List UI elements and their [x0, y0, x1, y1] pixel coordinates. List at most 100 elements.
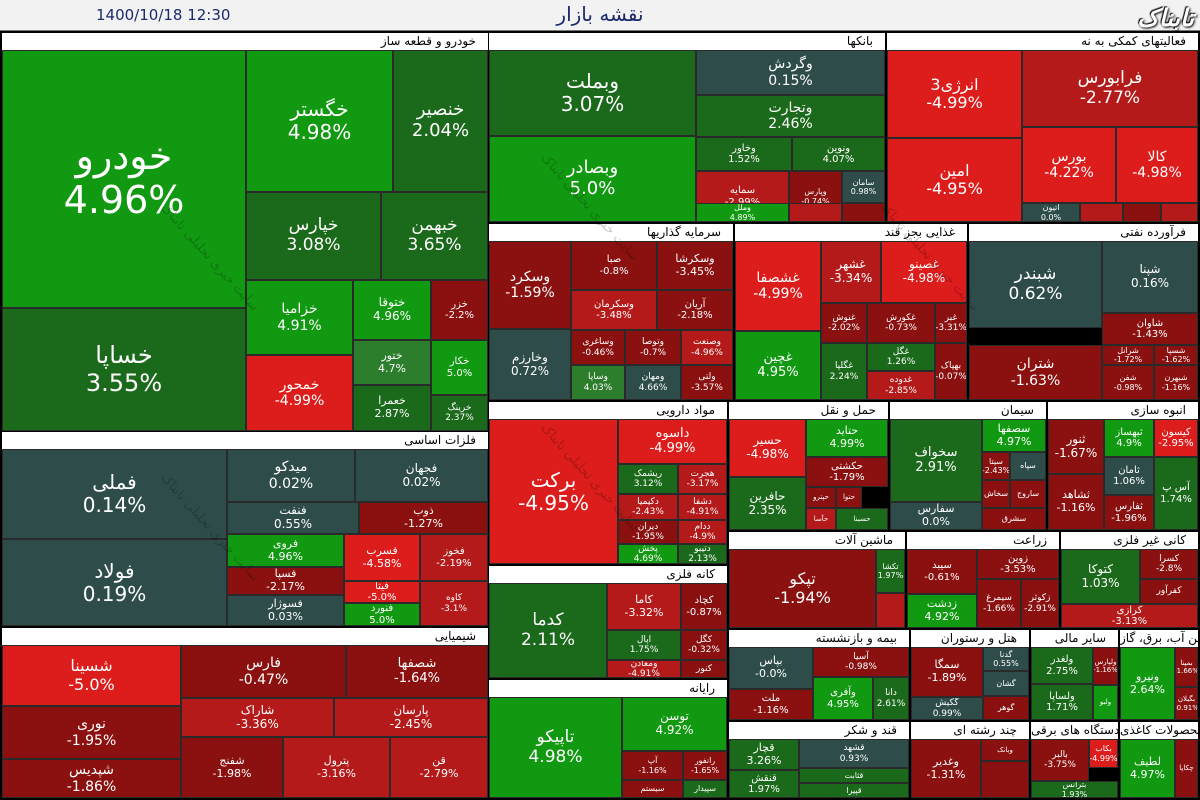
stock-tile[interactable]: ختوقا 4.96%: [353, 280, 431, 340]
stock-tile[interactable]: وغدیر -1.31%: [911, 739, 981, 798]
stock-tile[interactable]: ثنور -1.67%: [1048, 419, 1104, 474]
stock-tile[interactable]: فخوز -2.19%: [420, 534, 488, 581]
sector-header[interactable]: بیمه و بازنشسته: [729, 630, 909, 647]
sector-header[interactable]: خودرو و قطعه ساز: [2, 33, 488, 50]
stock-tile[interactable]: خبهمن 3.65%: [381, 192, 488, 280]
sector-header[interactable]: فعالیتهای کمکی به نه: [887, 33, 1198, 50]
sector-header[interactable]: انبوه سازی: [1048, 402, 1198, 419]
stock-tile[interactable]: فنفت 0.55%: [227, 502, 359, 534]
stock-tile[interactable]: سیستم: [622, 780, 683, 798]
stock-tile[interactable]: وسکرمان -3.48%: [571, 290, 657, 330]
stock-tile[interactable]: خزر -2.2%: [431, 280, 488, 340]
stock-tile[interactable]: خپارس 3.08%: [246, 192, 381, 280]
sector-header[interactable]: قند و شکر: [729, 722, 909, 739]
stock-tile[interactable]: ومهان 4.66%: [625, 365, 681, 400]
stock-tile[interactable]: ولغدر 2.75%: [1031, 647, 1093, 684]
stock-tile[interactable]: وخاور 1.52%: [696, 137, 792, 171]
stock-tile[interactable]: ونوین 4.07%: [792, 137, 885, 171]
stock-tile[interactable]: کاوه -3.1%: [420, 581, 488, 626]
sector-header[interactable]: تامین آب، برق، گاز: [1120, 630, 1198, 647]
stock-tile[interactable]: تاپیکو 4.98%: [489, 697, 622, 798]
sector-header[interactable]: دستگاه های برقی: [1031, 722, 1118, 739]
stock-tile[interactable]: خودرو 4.96%: [2, 50, 246, 308]
stock-tile[interactable]: فارس -0.47%: [181, 645, 346, 698]
stock-tile[interactable]: قثابت: [799, 768, 909, 783]
stock-tile[interactable]: شسپا -1.62%: [1154, 345, 1198, 365]
stock-tile[interactable]: آپ -1.16%: [622, 751, 683, 780]
sector-header[interactable]: سیمان: [890, 402, 1046, 419]
stock-tile[interactable]: حسیر -4.98%: [729, 419, 806, 477]
stock-tile[interactable]: حافرین 2.35%: [729, 477, 806, 530]
stock-tile[interactable]: قشهد 0.93%: [799, 739, 909, 768]
stock-tile[interactable]: تکشا 1.97%: [876, 549, 905, 593]
stock-tile[interactable]: بپاس -0.0%: [729, 647, 813, 689]
stock-tile[interactable]: نوری -1.95%: [2, 706, 181, 759]
stock-tile[interactable]: آریان -2.18%: [657, 290, 733, 330]
stock-tile[interactable]: سامان 0.98%: [842, 171, 885, 203]
stock-tile[interactable]: برکت -4.95%: [489, 419, 618, 564]
stock-tile[interactable]: اپال 1.75%: [607, 630, 681, 660]
stock-tile[interactable]: [876, 593, 905, 628]
stock-tile[interactable]: لطیف 4.97%: [1120, 739, 1175, 798]
stock-tile[interactable]: قنقش 1.97%: [729, 770, 799, 798]
stock-tile[interactable]: سشرق: [982, 508, 1046, 530]
stock-tile[interactable]: وگردش 0.15%: [696, 50, 885, 95]
stock-tile[interactable]: شاراک -3.36%: [181, 698, 334, 737]
stock-tile[interactable]: وتوصا -0.7%: [625, 330, 681, 365]
sector-header[interactable]: هتل و رستوران: [911, 630, 1029, 647]
stock-tile[interactable]: حکشتی -1.79%: [806, 457, 888, 487]
stock-tile[interactable]: ولبو: [1093, 685, 1118, 720]
stock-tile[interactable]: قن -2.79%: [390, 737, 488, 798]
stock-tile[interactable]: زوین -3.53%: [977, 549, 1059, 579]
stock-tile[interactable]: سیتا -2.43%: [982, 452, 1010, 480]
stock-tile[interactable]: گشان: [983, 671, 1029, 696]
stock-tile[interactable]: غشهر -3.34%: [821, 241, 881, 303]
stock-tile[interactable]: وسکرشا -3.45%: [657, 241, 733, 290]
stock-tile[interactable]: حسینا: [836, 508, 888, 530]
stock-tile[interactable]: ختور 4.7%: [353, 340, 431, 385]
stock-tile[interactable]: غکورش -0.73%: [867, 303, 935, 343]
stock-tile[interactable]: سخاش: [982, 480, 1010, 508]
stock-tile[interactable]: بالبر -3.75%: [1031, 739, 1089, 781]
stock-tile[interactable]: خگستر 4.98%: [246, 50, 393, 192]
stock-tile[interactable]: میدکو 0.02%: [227, 449, 355, 502]
stock-tile[interactable]: گوهر: [983, 696, 1029, 720]
stock-tile[interactable]: شسینا -5.0%: [2, 645, 181, 706]
stock-tile[interactable]: کدما 2.11%: [489, 583, 607, 678]
stock-tile[interactable]: ددام -4.9%: [678, 520, 727, 544]
stock-tile[interactable]: غگل 1.26%: [867, 343, 935, 371]
stock-tile[interactable]: خکار 5.0%: [431, 340, 488, 395]
stock-tile[interactable]: انرژی3 -4.99%: [887, 50, 1022, 138]
stock-tile[interactable]: وبصادر 5.0%: [489, 136, 696, 222]
stock-tile[interactable]: فرابورس -2.77%: [1022, 50, 1198, 127]
stock-tile[interactable]: وسکرد -1.59%: [489, 241, 571, 329]
stock-tile[interactable]: کنور: [681, 660, 727, 678]
stock-tile[interactable]: ثشاهد -1.16%: [1048, 474, 1104, 530]
stock-tile[interactable]: کیسون -2.95%: [1154, 419, 1198, 457]
stock-tile[interactable]: خمحور -4.99%: [246, 355, 353, 431]
stock-tile[interactable]: پخش 4.69%: [618, 544, 678, 564]
stock-tile[interactable]: بترانس 1.93%: [1031, 781, 1118, 798]
sector-header[interactable]: ماشین آلات: [729, 532, 905, 549]
stock-tile[interactable]: شاوان -1.43%: [1102, 313, 1198, 345]
stock-tile[interactable]: صبا -0.8%: [571, 241, 657, 290]
stock-tile[interactable]: خعمرا 2.87%: [353, 385, 431, 431]
stock-tile[interactable]: بکاب -4.99%: [1089, 739, 1118, 768]
stock-tile[interactable]: رانفور -1.65%: [683, 751, 727, 780]
stock-tile[interactable]: شبندر 0.62%: [969, 241, 1102, 328]
sector-header[interactable]: فلزات اساسی: [2, 432, 488, 449]
stock-tile[interactable]: غچین 4.95%: [735, 331, 821, 400]
stock-tile[interactable]: [789, 203, 842, 222]
stock-tile[interactable]: ساروج: [1010, 480, 1046, 508]
stock-tile[interactable]: قپیرا: [799, 783, 909, 798]
stock-tile[interactable]: ثفارس -1.96%: [1104, 495, 1154, 530]
stock-tile[interactable]: آسیا -0.98%: [813, 647, 909, 677]
stock-tile[interactable]: وآفری 4.95%: [813, 677, 873, 720]
sector-header[interactable]: سرمایه گذاریها: [489, 224, 733, 241]
sector-header[interactable]: محصولات کاغذی: [1120, 722, 1198, 739]
sector-header[interactable]: زراعت: [907, 532, 1059, 549]
stock-tile[interactable]: بگیلان -0.91%: [1175, 687, 1198, 720]
stock-tile[interactable]: کسرا -2.8%: [1140, 549, 1198, 579]
stock-tile[interactable]: شصفها -1.64%: [346, 645, 488, 698]
stock-tile[interactable]: غنوش -2.02%: [821, 303, 867, 343]
